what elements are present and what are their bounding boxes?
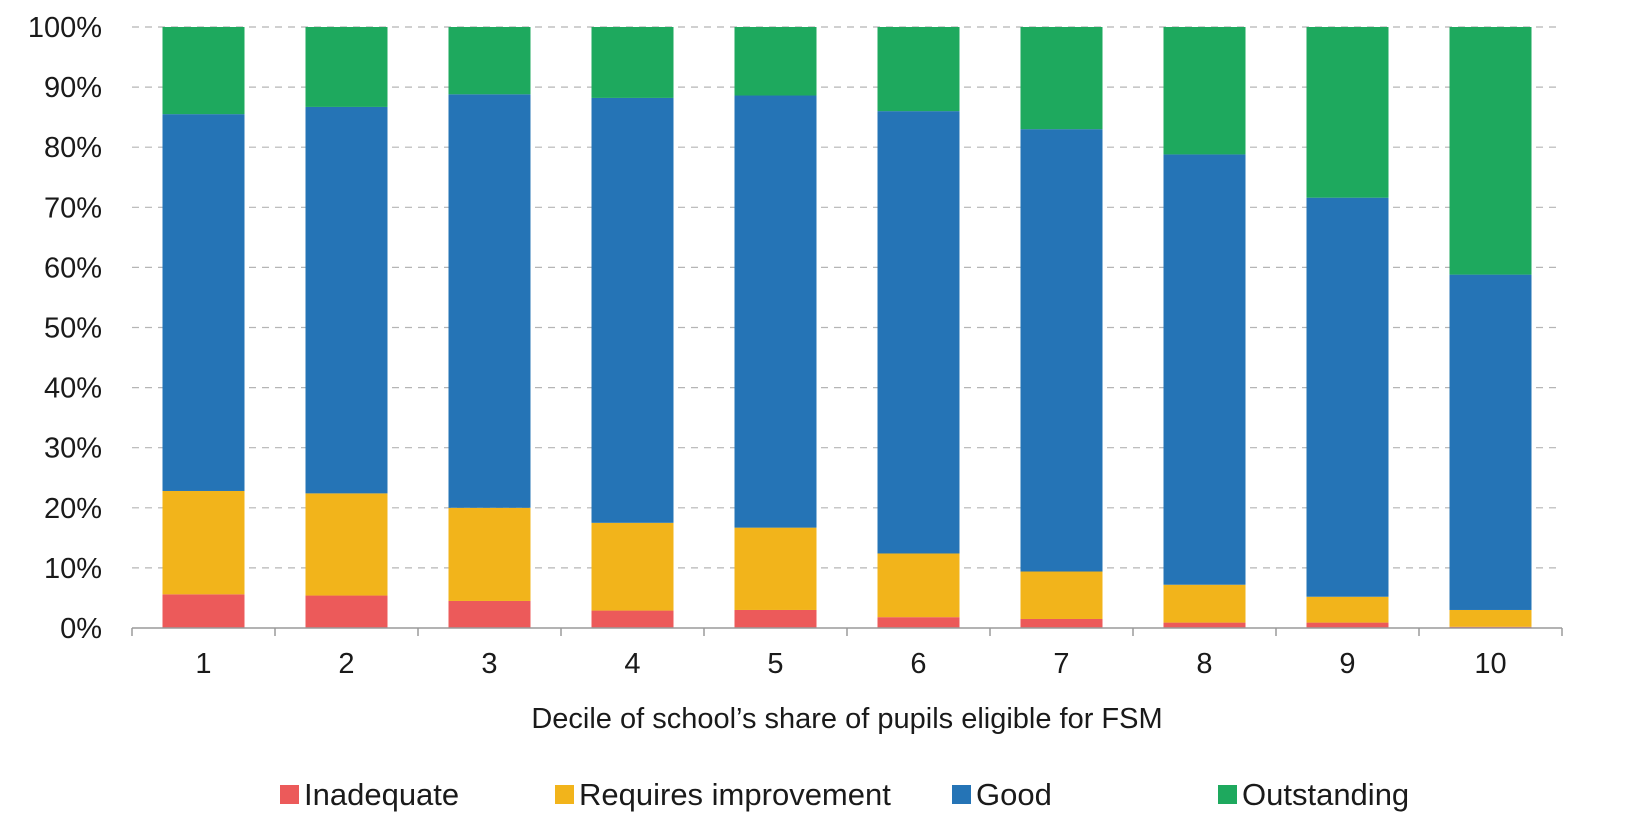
legend-item-outstanding: Outstanding	[1218, 777, 1409, 812]
x-tick-label: 4	[624, 648, 640, 680]
legend-item-inadequate: Inadequate	[280, 777, 459, 812]
bar-segment-outstanding	[162, 27, 245, 115]
bar-segment-outstanding	[877, 27, 960, 112]
bar-segment-outstanding	[734, 27, 817, 96]
legend-label: Inadequate	[304, 777, 459, 812]
bar-segment-requires-improvement	[1306, 596, 1389, 623]
bar-segment-inadequate	[734, 609, 817, 628]
bar-segment-requires-improvement	[1449, 609, 1532, 627]
bar-segment-inadequate	[1163, 622, 1246, 628]
legend-label: Requires improvement	[579, 777, 891, 812]
y-tick-label: 100%	[28, 12, 102, 44]
y-tick-label: 80%	[44, 132, 102, 164]
bar-segment-good	[448, 94, 531, 508]
bar-segment-requires-improvement	[448, 507, 531, 601]
bar-segment-requires-improvement	[1020, 571, 1103, 619]
bar-segment-good	[162, 114, 245, 491]
bars	[162, 27, 1532, 628]
bar-segment-good	[1449, 274, 1532, 610]
bar-segment-good	[591, 97, 674, 523]
bar-segment-outstanding	[1163, 27, 1246, 155]
x-tick-label: 9	[1339, 648, 1355, 680]
bar-segment-outstanding	[305, 27, 388, 107]
bar-segment-inadequate	[1306, 622, 1389, 628]
bar-segment-inadequate	[305, 595, 388, 628]
bar-segment-inadequate	[162, 594, 245, 628]
x-tick-label: 7	[1053, 648, 1069, 680]
x-tick-label: 10	[1474, 648, 1506, 680]
legend-label: Outstanding	[1242, 777, 1409, 812]
bar-segment-inadequate	[877, 617, 960, 628]
x-tick-label: 8	[1196, 648, 1212, 680]
bar-segment-requires-improvement	[877, 553, 960, 618]
bar-segment-outstanding	[1020, 27, 1103, 130]
bar-segment-outstanding	[1449, 27, 1532, 275]
x-tick-label: 3	[481, 648, 497, 680]
axes: 0% 10% 20% 30% 40% 50% 60% 70% 80% 90% 100% 1 2 3 4 5 6 7…	[28, 12, 1563, 680]
legend-item-good: Good	[952, 777, 1052, 812]
x-tick-label: 5	[767, 648, 783, 680]
y-tick-label: 30%	[44, 433, 102, 465]
legend-swatch	[1218, 785, 1237, 804]
legend: Inadequate Requires improvement Good Outsta…	[280, 777, 1409, 812]
bar-segment-inadequate	[591, 610, 674, 628]
y-tick-label: 20%	[44, 493, 102, 525]
bar-segment-outstanding	[448, 27, 531, 95]
x-tick-label: 1	[195, 648, 211, 680]
legend-swatch	[555, 785, 574, 804]
bar-segment-requires-improvement	[1163, 584, 1246, 623]
bar-segment-inadequate	[1020, 618, 1103, 628]
legend-swatch	[952, 785, 971, 804]
bar-segment-requires-improvement	[734, 527, 817, 610]
bar-segment-requires-improvement	[591, 522, 674, 611]
bar-segment-good	[734, 95, 817, 528]
y-tick-label: 70%	[44, 192, 102, 224]
x-tick-label: 6	[910, 648, 926, 680]
y-tick-label: 40%	[44, 373, 102, 405]
bar-segment-good	[877, 111, 960, 554]
legend-swatch	[280, 785, 299, 804]
x-tick-label: 2	[338, 648, 354, 680]
bar-segment-inadequate	[448, 600, 531, 628]
legend-label: Good	[976, 777, 1052, 812]
legend-item-requires-improvement: Requires improvement	[555, 777, 891, 812]
bar-segment-requires-improvement	[305, 493, 388, 596]
y-tick-label: 90%	[44, 72, 102, 104]
y-tick-label: 0%	[60, 613, 102, 645]
y-tick-label: 50%	[44, 313, 102, 345]
y-tick-label: 10%	[44, 553, 102, 585]
bar-segment-good	[305, 106, 388, 494]
y-tick-label: 60%	[44, 252, 102, 284]
bar-segment-good	[1306, 197, 1389, 597]
bar-segment-requires-improvement	[162, 490, 245, 595]
bar-segment-good	[1163, 154, 1246, 585]
bar-segment-outstanding	[1306, 27, 1389, 198]
bar-segment-good	[1020, 129, 1103, 572]
x-axis-title: Decile of school’s share of pupils eligi…	[531, 703, 1162, 735]
bar-segment-outstanding	[591, 27, 674, 98]
